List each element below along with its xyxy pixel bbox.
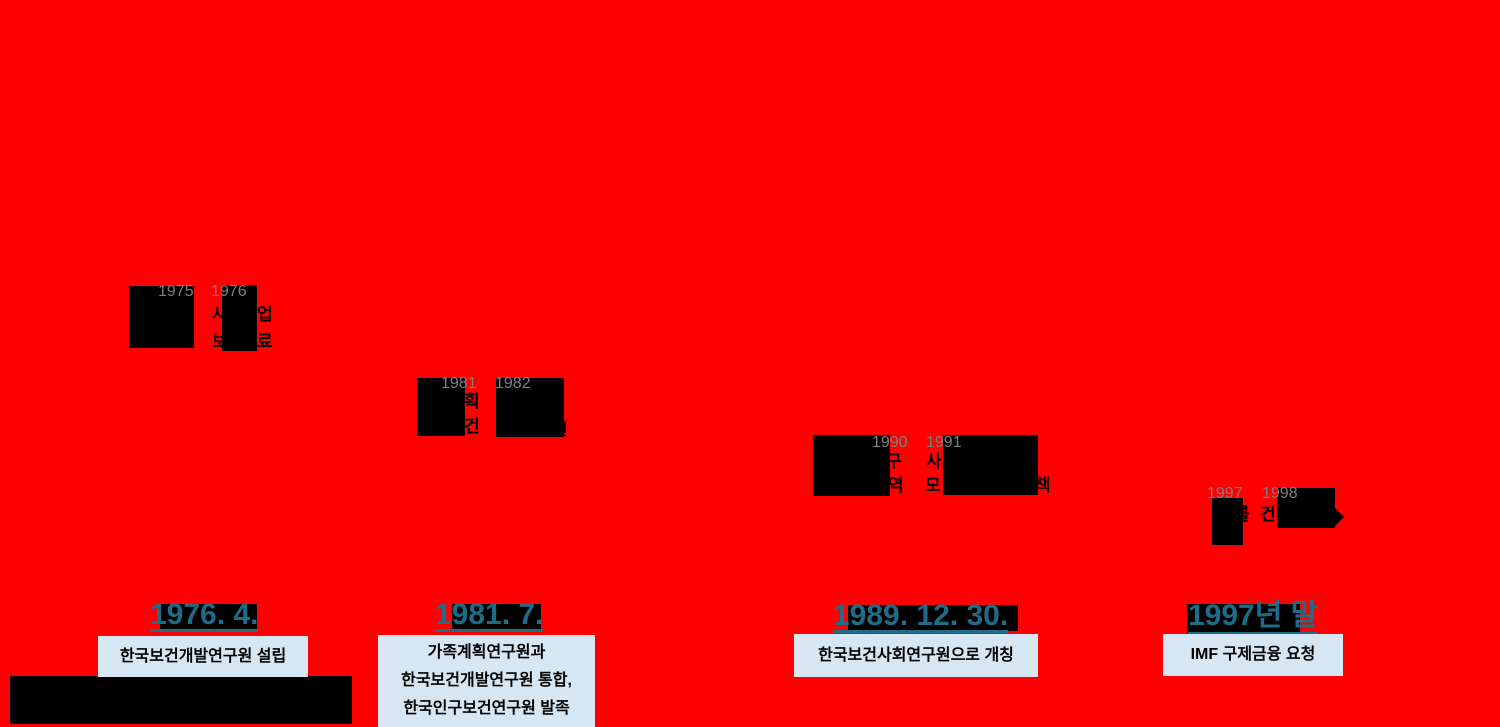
milestone-date: 1981. 7. xyxy=(435,598,544,632)
year-label: 1990 xyxy=(872,434,908,451)
date-highlight xyxy=(452,604,541,630)
redacted-text-fragment: 역 xyxy=(888,476,904,495)
milestone-card-line: 한국보건개발연구원 설립 xyxy=(119,647,287,665)
redaction-box xyxy=(1212,498,1243,545)
redaction-box xyxy=(10,676,352,724)
redaction-box xyxy=(417,378,465,436)
redaction-box xyxy=(129,286,194,348)
redacted-text-fragment: 건 xyxy=(464,417,480,436)
redaction-box xyxy=(222,285,257,351)
milestone-card: 가족계획연구원과 한국보건개발연구원 통합, 한국인구보건연구원 발족 xyxy=(378,635,595,727)
milestone-card-line: 한국보건개발연구원 통합, xyxy=(401,672,572,689)
year-label: 1981 xyxy=(441,375,477,392)
redaction-box xyxy=(813,435,890,496)
redaction-box xyxy=(496,378,564,437)
milestone-date: 1989. 12. 30. xyxy=(833,599,1009,633)
year-label: 1998 xyxy=(1262,485,1298,502)
redacted-text-fragment: 업 xyxy=(257,305,273,324)
milestone-card-line: 가족계획연구원과 xyxy=(427,644,546,661)
milestone-date: 1997년 말 xyxy=(1188,601,1319,635)
date-highlight xyxy=(160,604,257,630)
milestone-card: 한국보건사회연구원으로 개칭 xyxy=(794,634,1038,677)
year-label: 1997 xyxy=(1207,485,1243,502)
milestone-card: IMF 구제금융 요청 xyxy=(1163,634,1343,676)
arrow-right-icon xyxy=(1335,508,1344,526)
milestone-card-line: 한국인구보건연구원 발족 xyxy=(403,700,570,717)
redacted-text-fragment: 료 xyxy=(257,332,273,351)
milestone-card: 한국보건개발연구원 설립 xyxy=(98,636,308,677)
milestone-card-line: IMF 구제금융 요청 xyxy=(1190,646,1316,663)
redaction-box xyxy=(1277,488,1335,528)
redaction-box xyxy=(943,435,1038,495)
milestone-card-line: 한국보건사회연구원으로 개칭 xyxy=(818,646,1014,664)
year-label: 1976 xyxy=(211,283,247,300)
redacted-text-fragment: 모 xyxy=(925,476,941,495)
redacted-text-fragment: 건 xyxy=(1260,505,1276,524)
milestone-date: 1976. 4. xyxy=(150,598,259,632)
redacted-text-fragment: 책 xyxy=(1035,476,1051,495)
date-highlight xyxy=(848,605,1018,631)
redacted-text-fragment: 획 xyxy=(464,392,480,411)
year-label: 1991 xyxy=(926,434,962,451)
redacted-text-fragment: 사 xyxy=(926,452,942,471)
year-label: 1975 xyxy=(158,283,194,300)
date-highlight xyxy=(1187,604,1300,633)
year-label: 1982 xyxy=(495,375,531,392)
